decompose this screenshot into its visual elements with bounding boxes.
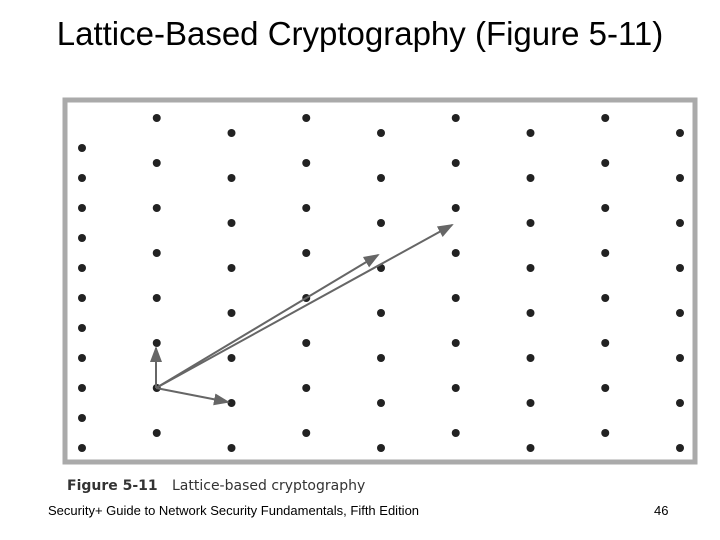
lattice-point bbox=[526, 129, 535, 137]
lattice-point bbox=[78, 414, 86, 422]
lattice-point bbox=[601, 429, 610, 437]
lattice-point bbox=[78, 204, 86, 212]
lattice-point bbox=[451, 249, 460, 257]
lattice-point bbox=[78, 264, 86, 272]
lattice-point bbox=[451, 204, 460, 212]
lattice-point bbox=[526, 399, 535, 407]
lattice-point bbox=[601, 114, 610, 122]
vector bbox=[155, 253, 380, 389]
figure-caption: Lattice-based cryptography bbox=[172, 478, 366, 494]
lattice-point bbox=[78, 174, 86, 182]
lattice-point bbox=[526, 174, 535, 182]
lattice-point bbox=[78, 444, 86, 452]
lattice-point bbox=[302, 384, 311, 392]
lattice-point bbox=[152, 429, 161, 437]
lattice-point bbox=[302, 159, 311, 167]
lattice-point bbox=[78, 234, 86, 242]
basis-vectors bbox=[150, 224, 454, 406]
lattice-point bbox=[526, 309, 535, 317]
lattice-point bbox=[78, 384, 86, 392]
lattice-point bbox=[227, 444, 236, 452]
lattice-point bbox=[676, 174, 684, 182]
lattice-point bbox=[78, 354, 86, 362]
page-number: 46 bbox=[654, 503, 669, 518]
lattice-point bbox=[302, 339, 311, 347]
lattice-point bbox=[377, 399, 385, 407]
lattice-point bbox=[227, 174, 236, 182]
lattice-point bbox=[227, 354, 236, 362]
lattice-point bbox=[451, 159, 460, 167]
figure-label: Figure 5-11 bbox=[67, 478, 158, 494]
lattice-point bbox=[227, 129, 236, 137]
lattice-point bbox=[451, 384, 460, 392]
lattice-point bbox=[377, 309, 385, 317]
lattice-point bbox=[152, 249, 161, 257]
lattice-point bbox=[227, 219, 236, 227]
lattice-point bbox=[526, 444, 535, 452]
lattice-point bbox=[601, 294, 610, 302]
lattice-point bbox=[302, 249, 311, 257]
lattice-point bbox=[676, 309, 684, 317]
lattice-point bbox=[676, 129, 684, 137]
lattice-point bbox=[526, 264, 535, 272]
figure-frame bbox=[62, 97, 698, 465]
lattice-point bbox=[451, 294, 460, 302]
footer-text: Security+ Guide to Network Security Fund… bbox=[48, 503, 420, 518]
lattice-point bbox=[451, 429, 460, 437]
lattice-point bbox=[78, 144, 86, 152]
lattice-point bbox=[302, 429, 311, 437]
lattice-point bbox=[152, 204, 161, 212]
lattice-point bbox=[377, 219, 385, 227]
lattice-point bbox=[601, 249, 610, 257]
lattice-point bbox=[676, 354, 684, 362]
lattice-point bbox=[526, 354, 535, 362]
lattice-point bbox=[78, 324, 86, 332]
vector bbox=[155, 387, 230, 406]
lattice-point bbox=[152, 339, 161, 347]
lattice-point bbox=[676, 219, 684, 227]
lattice-point bbox=[152, 294, 161, 302]
lattice-point bbox=[227, 264, 236, 272]
lattice-point bbox=[302, 204, 311, 212]
lattice-point bbox=[526, 219, 535, 227]
lattice-point bbox=[451, 339, 460, 347]
lattice-point bbox=[377, 444, 385, 452]
lattice-point bbox=[227, 309, 236, 317]
lattice-point bbox=[377, 354, 385, 362]
lattice-point bbox=[227, 399, 236, 407]
lattice-point bbox=[601, 159, 610, 167]
lattice-point bbox=[78, 294, 86, 302]
lattice-point bbox=[377, 129, 385, 137]
lattice-point bbox=[152, 159, 161, 167]
lattice-points bbox=[78, 114, 684, 452]
vector bbox=[155, 224, 454, 389]
lattice-point bbox=[302, 114, 311, 122]
lattice-point bbox=[676, 399, 684, 407]
lattice-point bbox=[676, 444, 684, 452]
lattice-point bbox=[676, 264, 684, 272]
lattice-point bbox=[377, 174, 385, 182]
lattice-point bbox=[601, 339, 610, 347]
lattice-point bbox=[152, 114, 161, 122]
lattice-point bbox=[601, 384, 610, 392]
slide-title: Lattice-Based Cryptography (Figure 5-11) bbox=[56, 15, 664, 52]
lattice-point bbox=[601, 204, 610, 212]
lattice-point bbox=[451, 114, 460, 122]
